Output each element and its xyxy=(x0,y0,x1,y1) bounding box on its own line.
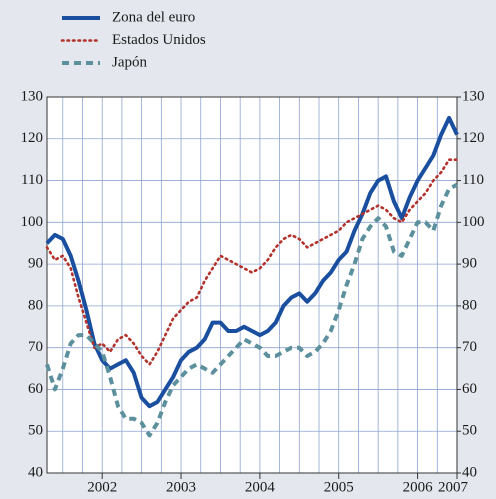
plot-area xyxy=(47,97,457,473)
y2-tick-label: 60 xyxy=(462,381,477,397)
y2-tick-label: 70 xyxy=(462,339,477,355)
y2-tick-label: 130 xyxy=(462,88,485,104)
y-tick-label: 100 xyxy=(21,214,44,230)
y2-tick-label: 100 xyxy=(462,214,485,230)
y-tick-label: 70 xyxy=(28,339,43,355)
y2-tick-label: 120 xyxy=(462,130,485,146)
x-tick-label: 2003 xyxy=(166,479,196,495)
plot-frame xyxy=(46,96,458,474)
series-line xyxy=(45,182,458,438)
y-tick-label: 120 xyxy=(21,130,44,146)
y2-tick-label: 110 xyxy=(462,172,484,188)
y-tick-label: 40 xyxy=(28,464,43,480)
x-tick-label: 2007 xyxy=(438,479,469,495)
y-tick-label: 50 xyxy=(28,423,43,439)
series-line xyxy=(45,158,459,366)
x-tick-label: 2002 xyxy=(87,479,117,495)
y-tick-label: 90 xyxy=(28,256,43,272)
legend-label: Estados Unidos xyxy=(112,32,206,48)
series-line xyxy=(45,115,459,409)
y2-tick-label: 50 xyxy=(462,423,477,439)
y2-tick-label: 80 xyxy=(462,297,477,313)
legend-label: Japón xyxy=(112,54,147,70)
y2-tick-label: 90 xyxy=(462,256,477,272)
legend-label: Zona del euro xyxy=(112,9,195,25)
y-tick-label: 80 xyxy=(28,297,43,313)
x-tick-label: 2005 xyxy=(324,479,354,495)
y-tick-label: 60 xyxy=(28,381,43,397)
y-tick-label: 130 xyxy=(21,88,44,104)
x-tick-label: 2006 xyxy=(403,479,434,495)
y-tick-label: 110 xyxy=(21,172,43,188)
y2-tick-label: 40 xyxy=(462,464,477,480)
x-tick-label: 2004 xyxy=(245,479,276,495)
